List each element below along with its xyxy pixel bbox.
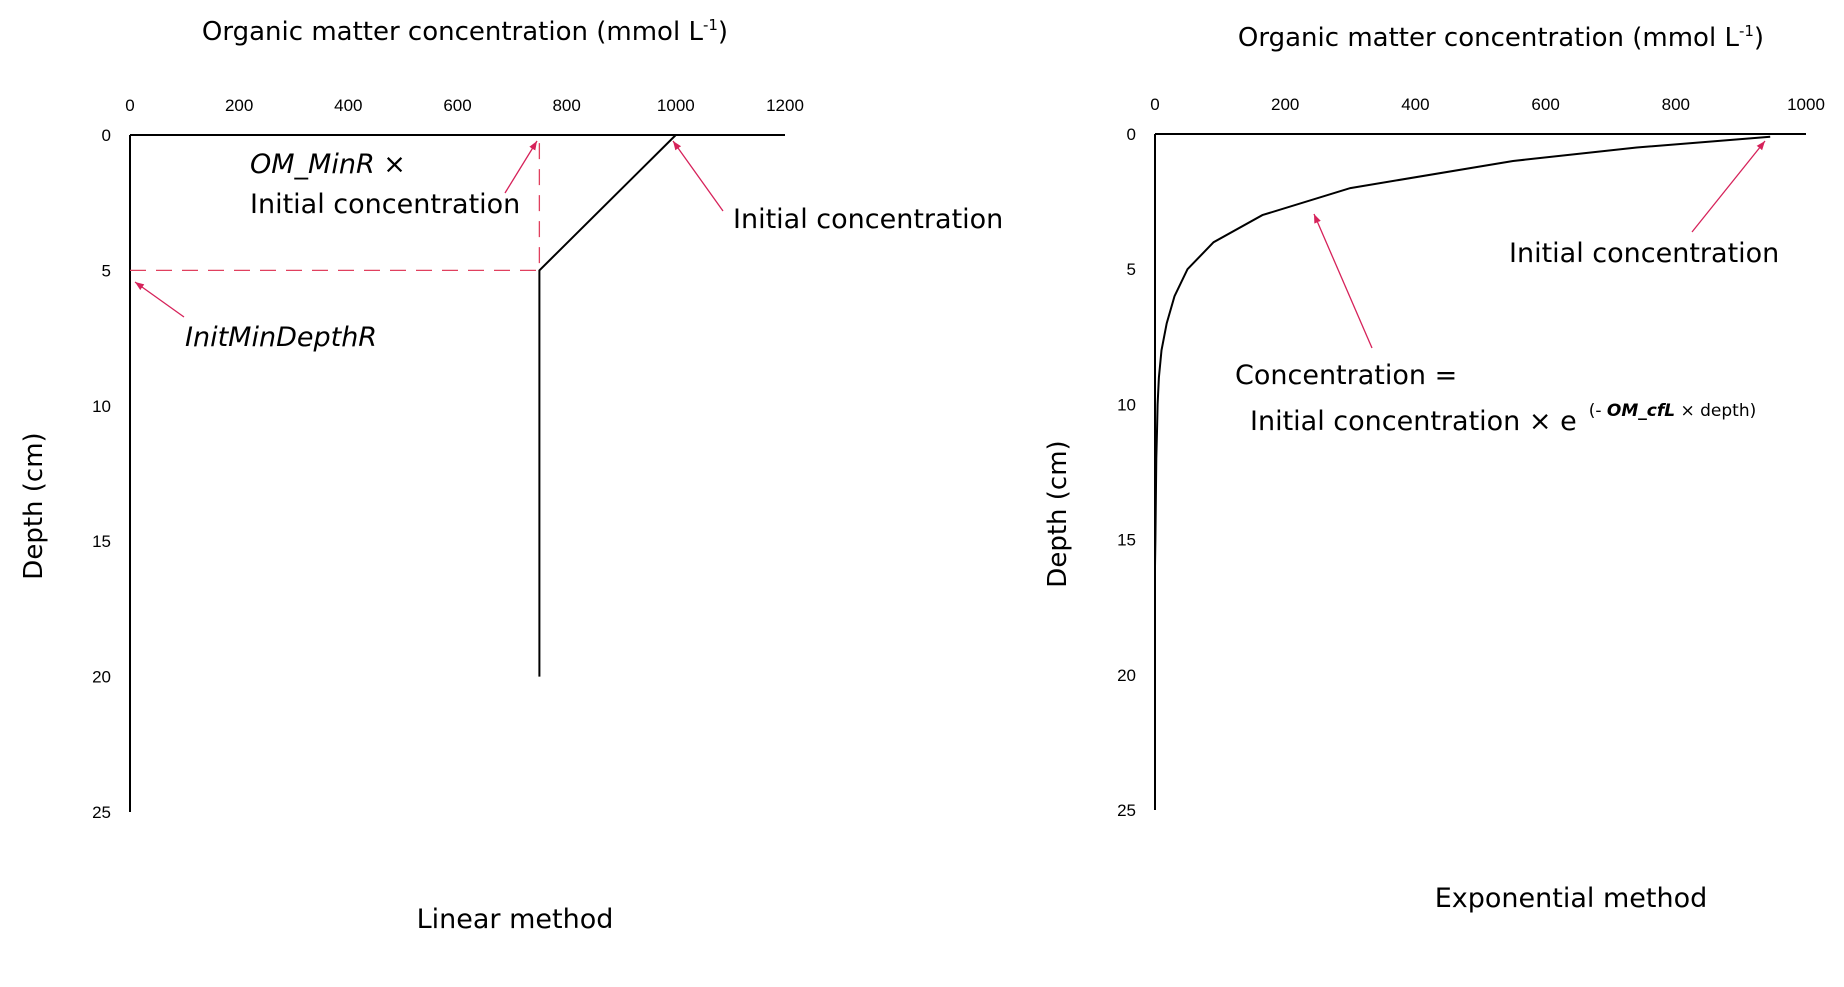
annotation-formula-line1: Concentration = xyxy=(1235,360,1457,391)
y-axis-title: Depth (cm) xyxy=(19,432,49,579)
x-tick-label: 800 xyxy=(1662,95,1690,114)
y-tick-label: 20 xyxy=(1117,666,1136,685)
x-tick-label: 1000 xyxy=(1787,95,1825,114)
x-axis-title: Organic matter concentration (mmol L-1) xyxy=(1238,22,1764,53)
y-tick-label: 5 xyxy=(1127,260,1136,279)
series-line-exponential xyxy=(1154,135,1771,567)
y-axis-title: Depth (cm) xyxy=(1043,440,1073,587)
y-tick-label: 10 xyxy=(92,397,111,416)
x-tick-label: 400 xyxy=(1401,95,1429,114)
y-tick-label: 20 xyxy=(92,668,111,687)
x-axis-title: Organic matter concentration (mmol L-1) xyxy=(202,16,728,47)
series-line-linear xyxy=(538,134,677,677)
x-tick-label: 600 xyxy=(1531,95,1559,114)
x-tick-label: 0 xyxy=(1150,95,1159,114)
chart-caption: Exponential method xyxy=(1435,883,1708,914)
x-tick-label: 0 xyxy=(125,96,134,115)
guide-lines xyxy=(130,143,541,272)
annotation-arrow-initmindepthr xyxy=(134,281,185,318)
annotation-initmindepthr: InitMinDepthR xyxy=(185,322,377,353)
y-tick-labels: 0 5 10 15 20 25 xyxy=(92,126,111,822)
x-tick-label: 800 xyxy=(552,96,580,115)
y-tick-label: 0 xyxy=(1127,125,1136,144)
annotation-formula-line2: Initial concentration × e (- OM_cfL × dep… xyxy=(1250,401,1756,437)
annotation-arrow-initial-concentration xyxy=(672,140,724,212)
annotation-arrow-om-minr xyxy=(504,140,538,194)
annotation-arrow-formula xyxy=(1313,213,1373,349)
x-tick-label: 200 xyxy=(225,96,253,115)
y-tick-label: 25 xyxy=(1117,801,1136,820)
annotation-initial-concentration: Initial concentration xyxy=(1509,238,1779,269)
x-tick-label: 600 xyxy=(443,96,471,115)
y-tick-labels: 0 5 10 15 20 25 xyxy=(1117,125,1136,820)
x-tick-label: 200 xyxy=(1271,95,1299,114)
y-tick-label: 5 xyxy=(102,261,111,280)
x-tick-label: 1200 xyxy=(766,96,804,115)
y-tick-label: 10 xyxy=(1117,395,1136,414)
annotation-arrow-initial-concentration xyxy=(1691,140,1766,233)
chart-caption: Linear method xyxy=(417,904,614,935)
x-tick-label: 1000 xyxy=(657,96,695,115)
chart-linear: Organic matter concentration (mmol L-1) … xyxy=(19,16,1003,935)
annotation-om-minr-line2: Initial concentration xyxy=(250,189,520,220)
annotation-om-minr-line1: OM_MinR × xyxy=(250,149,406,180)
annotation-initial-concentration: Initial concentration xyxy=(733,204,1003,235)
x-tick-labels: 0 200 400 600 800 1000 1200 xyxy=(125,96,804,115)
y-tick-label: 15 xyxy=(92,532,111,551)
chart-exponential: Organic matter concentration (mmol L-1) … xyxy=(1043,22,1825,914)
x-tick-labels: 0 200 400 600 800 1000 xyxy=(1150,95,1825,114)
y-tick-label: 0 xyxy=(102,126,111,145)
y-tick-label: 25 xyxy=(92,803,111,822)
y-tick-label: 15 xyxy=(1117,531,1136,550)
x-tick-label: 400 xyxy=(334,96,362,115)
